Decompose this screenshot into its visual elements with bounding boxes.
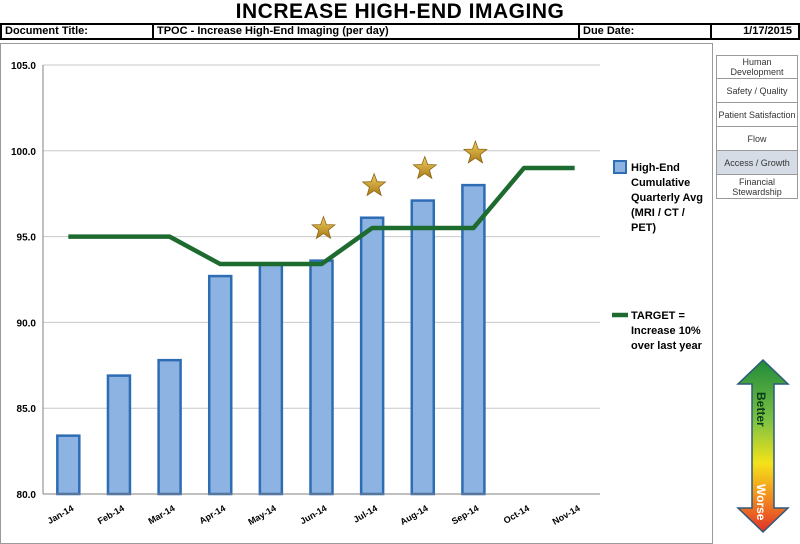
x-tick-label: Jan-14: [46, 503, 76, 526]
better-label: Better: [754, 392, 768, 427]
bar: [461, 183, 486, 496]
bar: [309, 259, 334, 496]
due-date-value: 1/17/2015: [710, 23, 800, 40]
y-tick-label: 90.0: [17, 318, 37, 329]
category-financial-stewardship[interactable]: Financial Stewardship: [716, 175, 798, 199]
y-tick-label: 80.0: [17, 490, 37, 501]
x-tick-label: Sep-14: [450, 503, 481, 526]
worse-label: Worse: [754, 484, 768, 521]
legend-bar-label: (MRI / CT /: [631, 207, 685, 219]
better-worse-indicator: Better Worse: [736, 358, 790, 534]
x-tick-label: Jul-14: [352, 503, 380, 525]
star-marker: [462, 139, 488, 164]
main-title: INCREASE HIGH-END IMAGING: [235, 0, 565, 23]
x-tick-label: Apr-14: [198, 503, 228, 526]
y-tick-label: 85.0: [17, 404, 37, 415]
x-tick-label: Oct-14: [502, 503, 531, 526]
legend-bar-label: Cumulative: [631, 177, 690, 189]
category-panel: Human Development Safety / Quality Patie…: [716, 55, 798, 199]
y-tick-label: 100.0: [11, 147, 36, 158]
x-tick-label: Jun-14: [298, 503, 328, 526]
star-marker: [311, 215, 336, 240]
target-line: [68, 165, 575, 267]
x-tick-label: Nov-14: [551, 503, 582, 527]
x-tick-label: Feb-14: [96, 503, 126, 526]
star-marker: [412, 155, 438, 180]
better-worse-arrow: [736, 358, 790, 534]
category-safety-quality[interactable]: Safety / Quality: [716, 79, 798, 103]
bar: [157, 358, 182, 496]
legend-bar-label: High-End: [631, 162, 680, 174]
bar: [359, 216, 385, 496]
legend-bar-label: PET): [631, 222, 656, 234]
x-tick-label: Mar-14: [146, 503, 176, 526]
legend-line-label: over last year: [631, 340, 703, 352]
category-flow[interactable]: Flow: [716, 127, 798, 151]
y-tick-label: 105.0: [11, 61, 36, 72]
bar: [207, 274, 233, 496]
category-access-growth[interactable]: Access / Growth: [716, 151, 798, 175]
bar: [258, 262, 284, 496]
legend-bar-swatch: [613, 160, 627, 174]
x-tick-label: May-14: [246, 503, 277, 527]
y-tick-label: 95.0: [17, 233, 37, 244]
bar: [106, 374, 132, 496]
legend-bar-label: Quarterly Avg: [631, 192, 703, 204]
x-tick-label: Aug-14: [398, 503, 429, 527]
category-patient-satisfaction[interactable]: Patient Satisfaction: [716, 103, 798, 127]
bar: [56, 434, 81, 496]
star-marker: [361, 172, 387, 197]
legend-line-label: Increase 10%: [631, 325, 701, 337]
category-human-development[interactable]: Human Development: [716, 55, 798, 79]
legend-line-label: TARGET =: [631, 310, 685, 322]
bar: [410, 199, 436, 496]
